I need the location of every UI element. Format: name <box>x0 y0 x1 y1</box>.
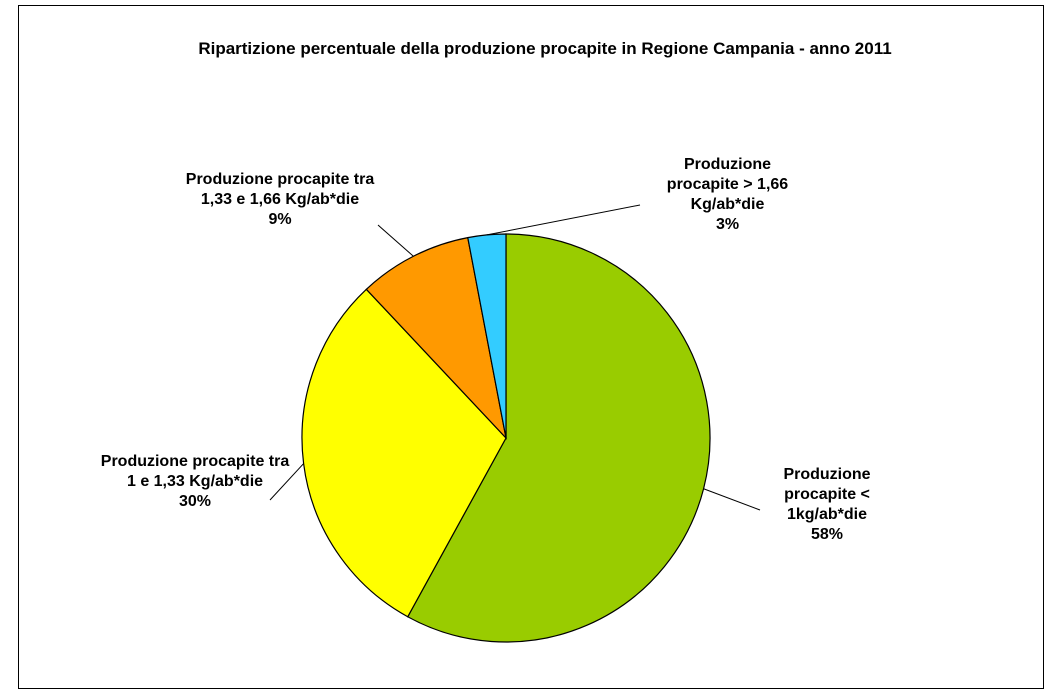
leader-line <box>269 463 304 501</box>
slice-label: Produzione procapite < 1kg/ab*die 58% <box>752 465 902 545</box>
leader-line <box>703 488 761 511</box>
chart-title: Ripartizione percentuale della produzion… <box>198 39 892 58</box>
slice-label: Produzione procapite tra 1 e 1,33 Kg/ab*… <box>95 452 295 512</box>
slice-label: Produzione procapite tra 1,33 e 1,66 Kg/… <box>185 170 375 230</box>
slice-category: Produzione procapite < 1kg/ab*die <box>783 466 871 523</box>
slice-label: Produzione procapite > 1,66 Kg/ab*die 3% <box>650 155 805 235</box>
slice-value: 9% <box>268 211 292 228</box>
leader-line <box>486 204 641 236</box>
slice-category: Produzione procapite tra 1,33 e 1,66 Kg/… <box>185 171 375 208</box>
slice-category: Produzione procapite tra 1 e 1,33 Kg/ab*… <box>100 453 290 490</box>
pie-slice <box>406 233 711 643</box>
slice-category: Produzione procapite > 1,66 Kg/ab*die <box>666 156 789 213</box>
slice-value: 3% <box>715 216 740 233</box>
pie-slice <box>467 233 507 439</box>
pie-slice <box>301 288 507 618</box>
leader-line <box>377 224 414 257</box>
slice-value: 30% <box>178 493 212 510</box>
chart-frame <box>18 5 1044 689</box>
slice-value: 58% <box>810 526 844 543</box>
